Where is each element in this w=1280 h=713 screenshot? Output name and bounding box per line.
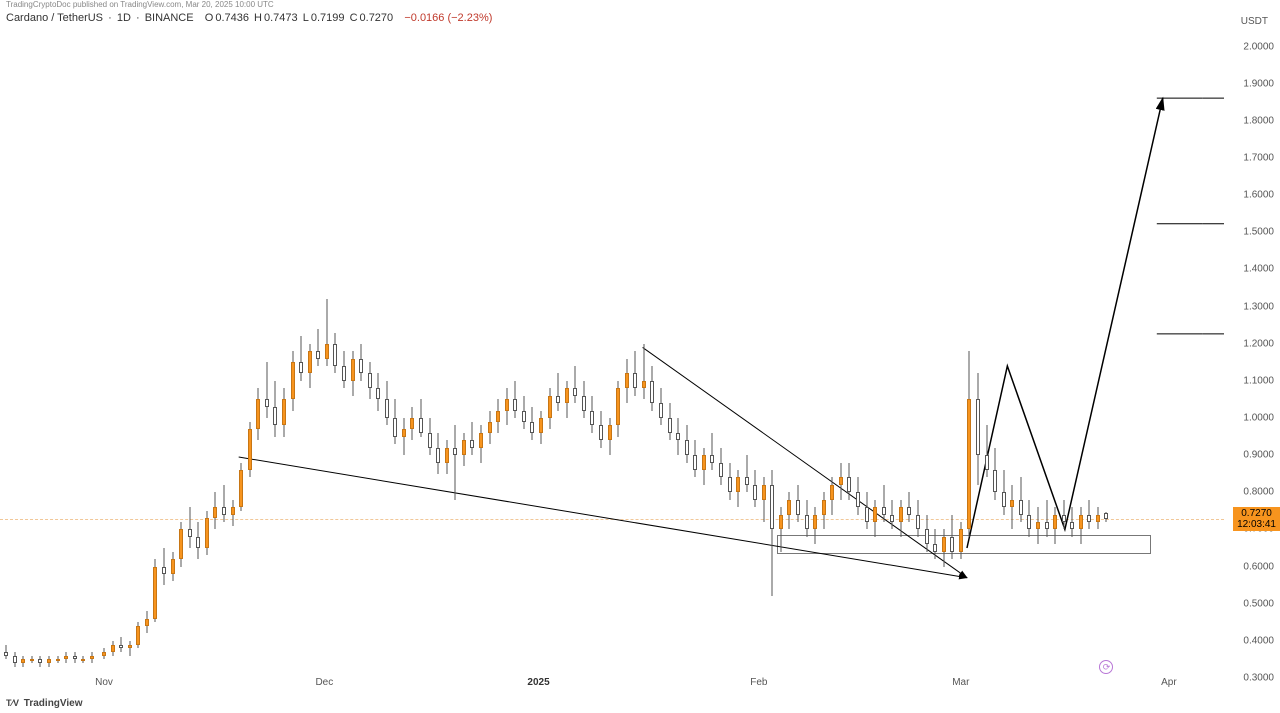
y-tick: 0.4000 (1243, 635, 1274, 646)
y-tick: 0.6000 (1243, 561, 1274, 572)
x-tick: Feb (750, 677, 767, 688)
ohlc-h: 0.7473 (264, 12, 298, 24)
y-tick: 1.8000 (1243, 115, 1274, 126)
y-tick: 1.9000 (1243, 78, 1274, 89)
last-price-tag: 0.727012:03:41 (1233, 507, 1280, 531)
ohlc-l-label: L (303, 12, 309, 24)
y-tick: 1.4000 (1243, 264, 1274, 275)
tradingview-watermark: T⁄V TradingView (6, 698, 83, 709)
x-tick: Dec (315, 677, 333, 688)
ohlc-h-label: H (254, 12, 262, 24)
tv-logo-icon: T⁄V (6, 698, 19, 708)
exchange: BINANCE (145, 12, 194, 24)
y-tick: 2.0000 (1243, 41, 1274, 52)
x-tick: Mar (952, 677, 969, 688)
y-tick: 1.1000 (1243, 375, 1274, 386)
y-tick: 1.5000 (1243, 227, 1274, 238)
y-tick: 1.3000 (1243, 301, 1274, 312)
ohlc-o: 0.7436 (215, 12, 249, 24)
y-axis[interactable]: USDT 2.00001.90001.80001.70001.60001.500… (1224, 28, 1280, 678)
ohlc-change: −0.0166 (−2.23%) (404, 12, 492, 24)
y-tick: 0.3000 (1243, 673, 1274, 684)
watermark-text: TradingView (24, 698, 83, 709)
y-tick: 0.5000 (1243, 598, 1274, 609)
x-tick: Apr (1161, 677, 1177, 688)
bar-replay-icon[interactable]: ⟳ (1099, 660, 1113, 674)
x-tick: 2025 (527, 677, 549, 688)
publisher-line: TradingCryptoDoc published on TradingVie… (0, 0, 1280, 10)
interval[interactable]: 1D (117, 12, 131, 24)
y-tick: 1.7000 (1243, 153, 1274, 164)
y-tick: 1.0000 (1243, 413, 1274, 424)
symbol-info-bar: Cardano / TetherUS · 1D · BINANCE O0.743… (6, 12, 494, 24)
drawing-overlay (0, 28, 1224, 678)
chart-pane[interactable]: 1.86121.52301.2265⟳ (0, 28, 1224, 678)
y-tick: 1.6000 (1243, 190, 1274, 201)
ohlc-l: 0.7199 (311, 12, 345, 24)
y-tick: 1.2000 (1243, 338, 1274, 349)
last-price-line (0, 519, 1224, 520)
support-zone-box[interactable] (777, 535, 1150, 554)
y-axis-unit: USDT (1241, 16, 1268, 27)
x-tick: Nov (95, 677, 113, 688)
ohlc-c-label: C (350, 12, 358, 24)
x-axis[interactable]: Nov Dec 2025 Feb Mar Apr (0, 677, 1224, 691)
ohlc-o-label: O (205, 12, 214, 24)
ohlc-c: 0.7270 (360, 12, 394, 24)
y-tick: 0.9000 (1243, 450, 1274, 461)
symbol-name[interactable]: Cardano / TetherUS (6, 12, 103, 24)
y-tick: 0.8000 (1243, 487, 1274, 498)
